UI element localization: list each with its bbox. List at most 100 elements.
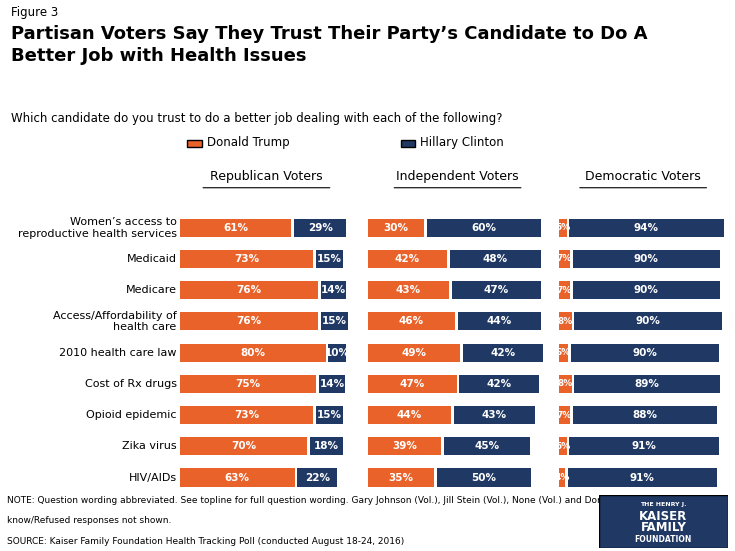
Text: 35%: 35% [388, 473, 413, 483]
Bar [298, 468, 337, 487]
Text: 90%: 90% [634, 254, 659, 264]
Bar [559, 468, 565, 487]
Text: HIV/AIDs: HIV/AIDs [129, 473, 176, 483]
Bar [180, 312, 318, 331]
Text: FOUNDATION: FOUNDATION [634, 535, 692, 544]
Bar [559, 250, 570, 268]
Text: 15%: 15% [317, 254, 342, 264]
Bar [319, 375, 345, 393]
Bar [573, 406, 717, 424]
Bar [368, 281, 449, 299]
Text: 8%: 8% [558, 317, 573, 326]
Bar [559, 219, 567, 237]
Bar [559, 406, 570, 424]
Bar [453, 406, 535, 424]
Text: 8%: 8% [558, 379, 573, 388]
Text: Medicare: Medicare [126, 285, 176, 295]
Bar [571, 344, 719, 361]
Text: 15%: 15% [322, 316, 347, 326]
Bar [573, 250, 720, 268]
Text: Opioid epidemic: Opioid epidemic [86, 410, 176, 420]
Text: 47%: 47% [484, 285, 509, 295]
Text: FAMILY: FAMILY [640, 521, 686, 534]
Text: 49%: 49% [401, 348, 426, 358]
Text: 90%: 90% [636, 316, 661, 326]
Bar [180, 219, 291, 237]
Text: 91%: 91% [631, 441, 656, 451]
Text: Zika virus: Zika virus [122, 441, 176, 451]
Text: 60%: 60% [472, 223, 497, 233]
Text: 44%: 44% [487, 316, 512, 326]
Text: Which candidate do you trust to do a better job dealing with each of the followi: Which candidate do you trust to do a bet… [11, 112, 503, 126]
FancyBboxPatch shape [187, 141, 202, 148]
Bar [444, 437, 529, 455]
Text: Partisan Voters Say They Trust Their Party’s Candidate to Do A
Better Job with H: Partisan Voters Say They Trust Their Par… [11, 25, 648, 65]
Text: KAISER: KAISER [639, 510, 687, 523]
Text: Medicaid: Medicaid [126, 254, 176, 264]
Bar [310, 437, 343, 455]
Bar [368, 375, 456, 393]
Text: 70%: 70% [231, 441, 257, 451]
Bar [315, 406, 343, 424]
Bar [570, 219, 723, 237]
Bar [463, 344, 543, 361]
Text: 5%: 5% [555, 442, 570, 451]
Text: 18%: 18% [314, 441, 339, 451]
Text: Hillary Clinton: Hillary Clinton [420, 136, 504, 149]
Bar [294, 219, 346, 237]
Bar [329, 344, 346, 361]
Bar [559, 281, 570, 299]
Text: 76%: 76% [237, 285, 262, 295]
Text: NOTE: Question wording abbreviated. See topline for full question wording. Gary : NOTE: Question wording abbreviated. See … [7, 496, 609, 505]
Text: 5%: 5% [555, 223, 570, 233]
Bar [180, 281, 318, 299]
Text: 7%: 7% [556, 285, 572, 295]
Text: 76%: 76% [237, 316, 262, 326]
Bar [180, 250, 313, 268]
Text: 2010 health care law: 2010 health care law [59, 348, 176, 358]
Text: 43%: 43% [482, 410, 507, 420]
Text: 4%: 4% [554, 473, 570, 482]
Bar [570, 437, 719, 455]
Text: 22%: 22% [305, 473, 330, 483]
Bar [321, 312, 348, 331]
Text: 90%: 90% [632, 348, 657, 358]
Text: Democratic Voters: Democratic Voters [585, 170, 701, 183]
Text: 61%: 61% [223, 223, 248, 233]
Text: Donald Trump: Donald Trump [207, 136, 289, 149]
Text: 30%: 30% [384, 223, 409, 233]
Text: 29%: 29% [308, 223, 332, 233]
Text: 90%: 90% [634, 285, 659, 295]
Bar [368, 468, 434, 487]
Text: 63%: 63% [225, 473, 250, 483]
Bar [559, 375, 572, 393]
Bar [459, 375, 539, 393]
Text: 73%: 73% [234, 410, 259, 420]
Bar [368, 219, 424, 237]
Text: 91%: 91% [630, 473, 655, 483]
Text: 15%: 15% [317, 410, 342, 420]
Bar [368, 406, 451, 424]
Text: 10%: 10% [325, 348, 350, 358]
Bar [368, 312, 455, 331]
Text: 43%: 43% [395, 285, 421, 295]
Bar [559, 312, 572, 331]
Bar [180, 468, 295, 487]
Bar [567, 468, 717, 487]
Bar [427, 219, 541, 237]
Text: Independent Voters: Independent Voters [396, 170, 519, 183]
Bar [180, 344, 326, 361]
Bar [437, 468, 531, 487]
Bar [452, 281, 541, 299]
Bar [180, 437, 307, 455]
Bar [368, 344, 460, 361]
FancyBboxPatch shape [599, 495, 728, 548]
Bar [573, 281, 720, 299]
Bar [315, 250, 343, 268]
Text: 46%: 46% [398, 316, 423, 326]
Text: 42%: 42% [490, 348, 515, 358]
Bar [457, 312, 541, 331]
Text: 14%: 14% [321, 285, 346, 295]
Bar [574, 375, 720, 393]
Bar [180, 375, 317, 393]
